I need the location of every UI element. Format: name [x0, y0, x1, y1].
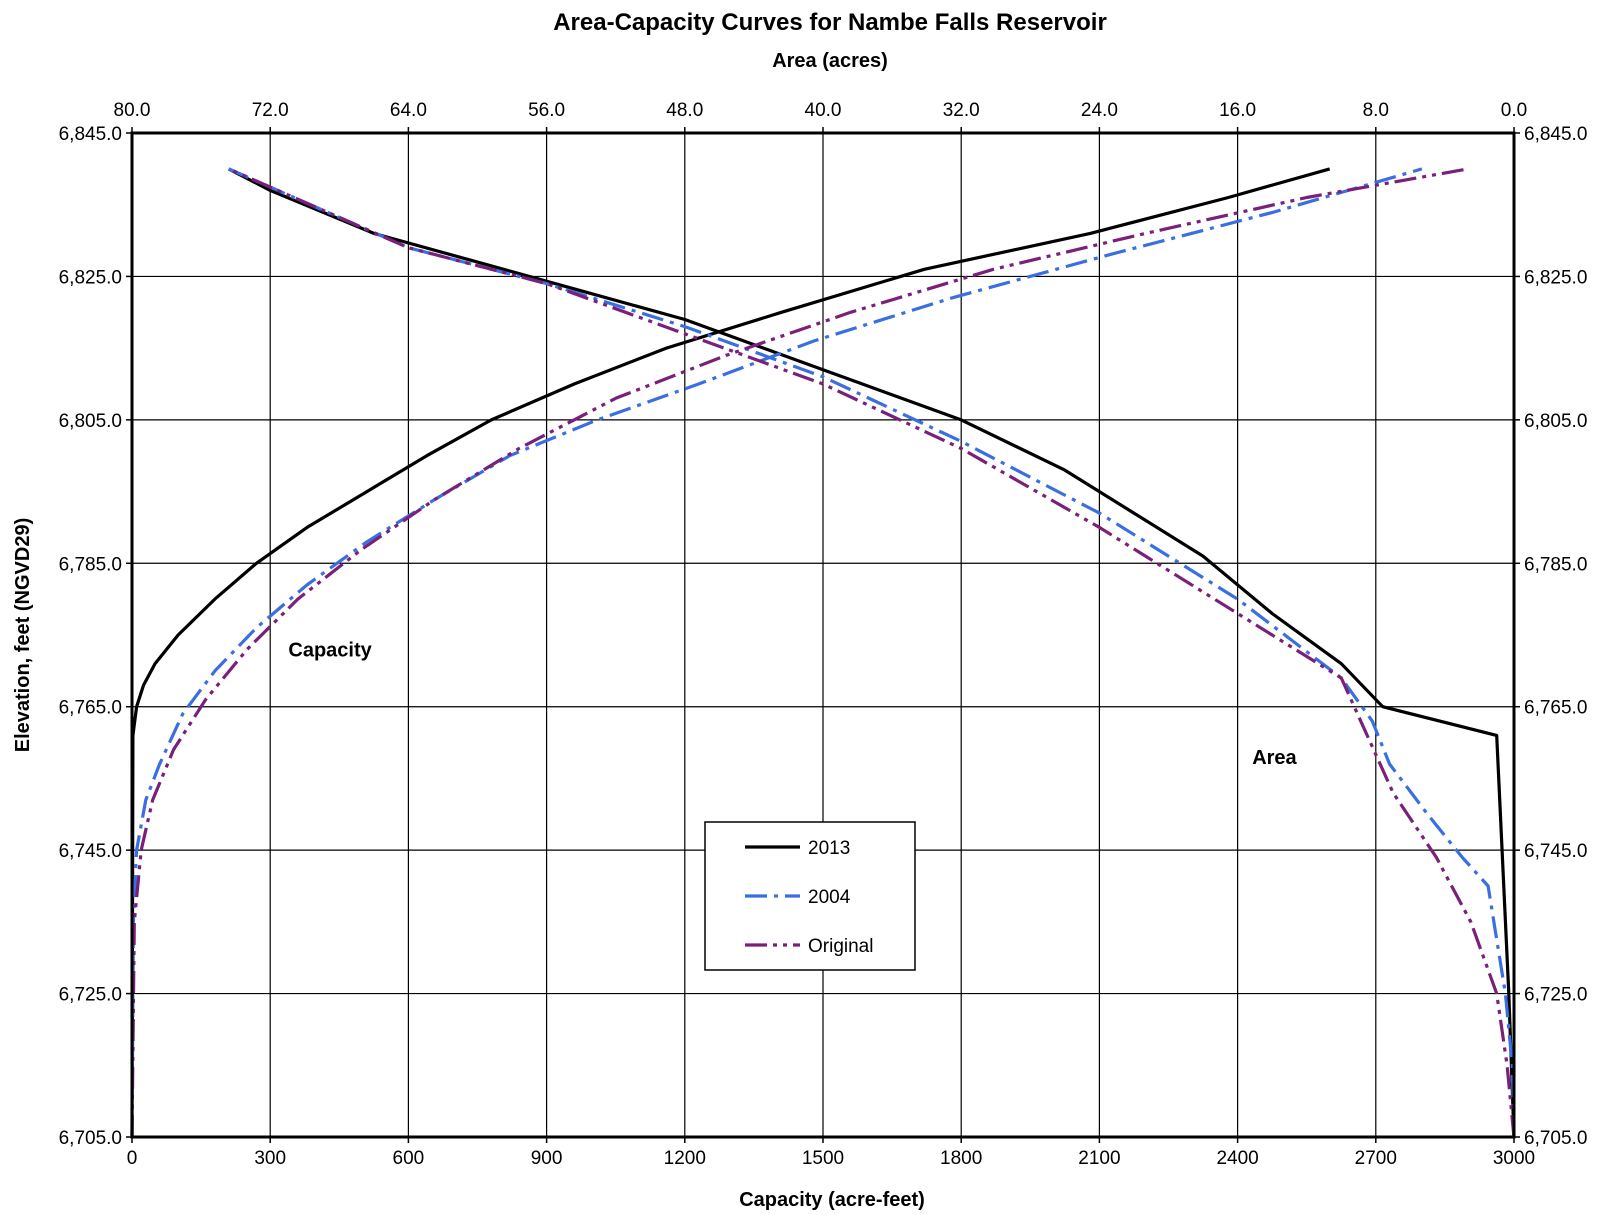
x-tick-label: 300: [254, 1148, 286, 1169]
x-tick-label: 3000: [1493, 1148, 1535, 1169]
x-tick-label: 1500: [802, 1148, 844, 1169]
x-tick-label: 2100: [1078, 1148, 1120, 1169]
x-tick-label: 0: [127, 1148, 138, 1169]
right-y-tick-label: 6,785.0: [1524, 554, 1587, 575]
y-tick-label: 6,745.0: [59, 841, 122, 862]
annotation-capacity: Capacity: [288, 640, 372, 662]
x-tick-label: 2700: [1355, 1148, 1397, 1169]
series-2013-area-line: [227, 167, 1516, 1138]
x-tick-label: 1200: [664, 1148, 706, 1169]
y-tick-label: 6,725.0: [59, 985, 122, 1006]
y-tick-label: 6,785.0: [59, 554, 122, 575]
right-y-tick-label: 6,705.0: [1524, 1128, 1587, 1149]
series-2013-capacity-line: [130, 167, 1331, 1138]
series-2004-area-line: [228, 167, 1516, 1138]
right-y-tick-label: 6,725.0: [1524, 985, 1587, 1006]
right-y-tick-label: 6,805.0: [1524, 411, 1587, 432]
y-tick-label: 6,805.0: [59, 411, 122, 432]
x-tick-label: 1800: [940, 1148, 982, 1169]
y-axis-title: Elevation, feet (NGVD29): [12, 518, 34, 753]
x-tick-label: 900: [531, 1148, 563, 1169]
y-tick-label: 6,765.0: [59, 698, 122, 719]
annotation-area: Area: [1252, 747, 1297, 769]
legend-label: 2004: [808, 887, 851, 908]
top-tick-label: 16.0: [1219, 100, 1256, 121]
y-tick-label: 6,705.0: [59, 1128, 122, 1149]
right-y-tick-label: 6,845.0: [1524, 124, 1587, 145]
top-tick-label: 8.0: [1363, 100, 1389, 121]
top-tick-label: 32.0: [943, 100, 980, 121]
right-y-tick-label: 6,825.0: [1524, 267, 1587, 288]
plot-frame: [130, 131, 1516, 1139]
y-tick-label: 6,825.0: [59, 267, 122, 288]
x-tick-label: 600: [393, 1148, 425, 1169]
legend-label: Original: [808, 936, 873, 957]
legend-box: [704, 821, 916, 971]
top-tick-label: 80.0: [114, 100, 151, 121]
top-tick-label: 0.0: [1501, 100, 1527, 121]
top-tick-label: 64.0: [390, 100, 427, 121]
series-original-area-line: [228, 167, 1516, 1138]
tick-labels: 0 80.0 300 72.0 600 64.0 900 56.0 1200 48.0 1500 40…: [59, 100, 1588, 1169]
top-axis-title: Area (acres): [772, 50, 888, 72]
annotations: Capacity Area: [288, 640, 1297, 770]
top-tick-label: 56.0: [528, 100, 565, 121]
top-tick-label: 48.0: [666, 100, 703, 121]
right-y-tick-label: 6,745.0: [1524, 841, 1587, 862]
top-tick-label: 24.0: [1081, 100, 1118, 121]
legend: 2013 2004 Original: [704, 821, 916, 971]
right-y-tick-label: 6,765.0: [1524, 698, 1587, 719]
series-layer: [130, 167, 1516, 1138]
x-axis-title: Capacity (acre-feet): [739, 1189, 925, 1211]
top-tick-label: 40.0: [805, 100, 842, 121]
x-tick-label: 2400: [1216, 1148, 1258, 1169]
series-2004-capacity-line: [130, 167, 1423, 1138]
top-tick-label: 72.0: [252, 100, 289, 121]
chart-title: Area-Capacity Curves for Nambe Falls Res…: [553, 9, 1107, 36]
legend-label: 2013: [808, 838, 850, 859]
y-tick-label: 6,845.0: [59, 124, 122, 145]
gridlines: [126, 127, 1520, 1143]
